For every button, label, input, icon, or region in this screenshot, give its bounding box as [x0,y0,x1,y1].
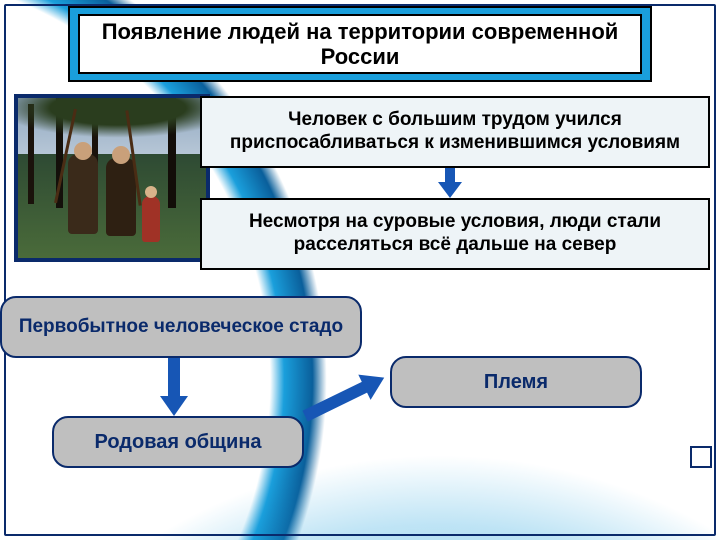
person-icon [142,196,160,242]
stage-box-herd: Первобытное человеческое стадо [0,296,362,358]
info-box-2: Несмотря на суровые условия, люди стали … [200,198,710,270]
person-icon [68,154,98,234]
arrow-down-icon [160,358,188,416]
arrow-down-icon [438,168,462,198]
slide-stage: Появление людей на территории современно… [0,0,720,540]
stage-box-tribe: Племя [390,356,642,408]
corner-marker [690,446,712,468]
person-icon [106,158,136,236]
slide-title: Появление людей на территории современно… [78,14,642,74]
person-icon [145,186,157,198]
stage-box-clan: Родовая община [52,416,304,468]
illustration [14,94,210,262]
foliage [14,94,210,138]
person-icon [112,146,130,164]
person-icon [74,142,92,160]
info-box-1: Человек с большим трудом учился приспоса… [200,96,710,168]
